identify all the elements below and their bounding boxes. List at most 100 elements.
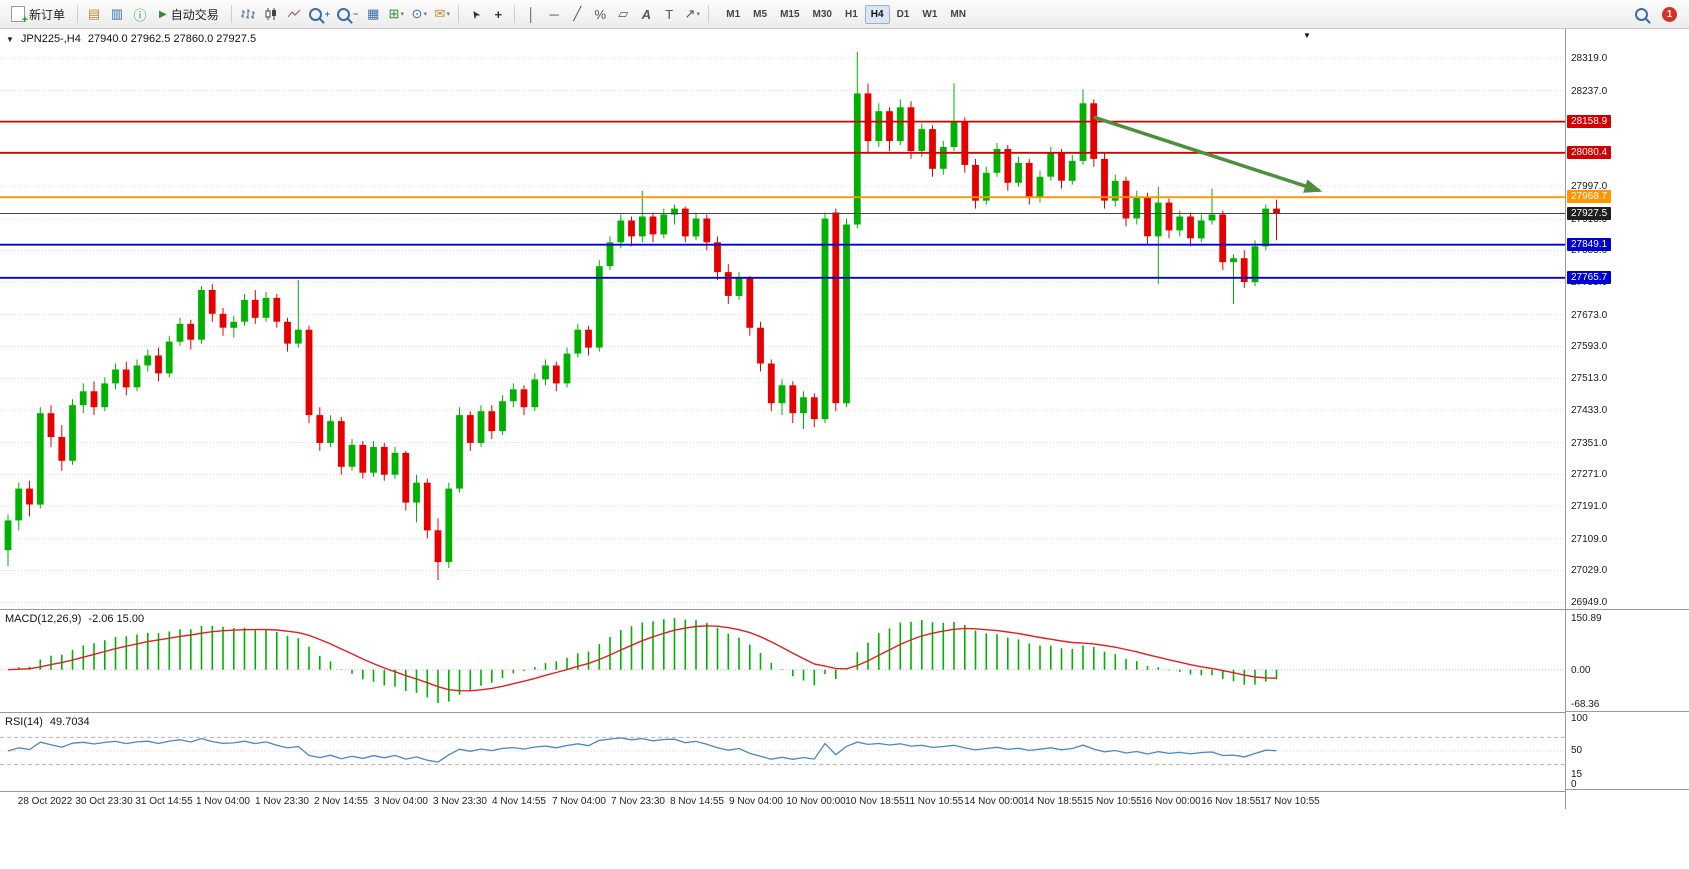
chevron-down-icon: ▾ <box>423 11 427 18</box>
time-axis-label: 28 Oct 2022 <box>17 796 73 807</box>
symbol-timeframe-label: JPN225-,H4 <box>20 33 81 45</box>
algo-trading-button[interactable]: ▶ 自动交易 <box>152 3 226 25</box>
ohlc-values: 27940.0 27962.5 27860.0 27927.5 <box>87 33 257 45</box>
collapse-triangle-icon[interactable]: ▼ <box>6 34 14 44</box>
toolbar-separator <box>514 5 516 23</box>
price-axis-label: 27513.0 <box>1571 373 1608 384</box>
time-axis-label: 4 Nov 14:55 <box>492 796 546 807</box>
plot-area: ▼ JPN225-,H4 27940.0 27962.5 27860.0 279… <box>0 29 1565 809</box>
play-icon: ▶ <box>159 8 167 20</box>
price-level-badge: 27765.7 <box>1567 271 1612 284</box>
community-info-icon[interactable]: ⓘ <box>129 3 151 25</box>
timeframe-d1[interactable]: D1 <box>891 5 916 24</box>
chevron-down-icon: ▾ <box>400 11 404 18</box>
price-level-badge: 27968.7 <box>1567 190 1612 203</box>
time-axis-label: 16 Nov 00:00 <box>1141 796 1201 807</box>
bar-chart-type-icon[interactable] <box>237 3 259 25</box>
chart-title: ▼ JPN225-,H4 27940.0 27962.5 27860.0 279… <box>6 33 256 45</box>
time-axis-label: 10 Nov 00:00 <box>786 796 846 807</box>
chart-shift-marker[interactable]: ▼ <box>1303 31 1311 40</box>
rsi-panel[interactable]: RSI(14) 49.7034 <box>0 712 1565 791</box>
price-axis-label: 27673.0 <box>1571 310 1608 321</box>
price-axis-label: 27351.0 <box>1571 438 1608 449</box>
fibonacci-tool-icon[interactable]: % <box>589 3 611 25</box>
toolbar-separator <box>230 5 232 23</box>
rsi-canvas[interactable] <box>0 713 1565 790</box>
price-axis-label: 27109.0 <box>1571 534 1608 545</box>
crosshair-tool-button[interactable]: + <box>487 3 509 25</box>
rsi-label: RSI(14) 49.7034 <box>5 716 90 728</box>
data-window-icon[interactable]: ▥ <box>106 3 128 25</box>
time-axis-label: 1 Nov 23:30 <box>255 796 309 807</box>
new-chart-button[interactable]: ⊞ ▾ <box>385 3 407 25</box>
time-axis-label: 2 Nov 14:55 <box>314 796 368 807</box>
zoom-out-button[interactable]: − <box>334 3 361 25</box>
chevron-down-icon: ▾ <box>446 11 450 18</box>
chart-window: ▼ JPN225-,H4 27940.0 27962.5 27860.0 279… <box>0 29 1689 809</box>
macd-axis-label: 150.89 <box>1571 613 1602 624</box>
horizontal-line-tool-icon[interactable]: ─ <box>543 3 565 25</box>
macd-label: MACD(12,26,9) -2.06 15.00 <box>5 613 144 625</box>
main-toolbar: + 新订单 ▤ ▥ ⓘ ▶ 自动交易 + − ▦ ⊞ ▾ ⊙ ▾ ✉ ▾ ➤ + │ … <box>0 0 1689 29</box>
candlestick-chart-type-icon[interactable] <box>260 3 282 25</box>
time-axis-label: 3 Nov 23:30 <box>433 796 487 807</box>
cursor-tool-button[interactable]: ➤ <box>464 3 486 25</box>
line-chart-type-icon[interactable] <box>283 3 305 25</box>
new-order-icon: + <box>11 6 28 26</box>
macd-canvas[interactable] <box>0 610 1565 711</box>
market-watch-icon[interactable]: ▤ <box>83 3 105 25</box>
new-order-button[interactable]: + 新订单 <box>4 3 72 26</box>
label-tool-icon[interactable]: T <box>658 3 680 25</box>
price-axis[interactable]: 28319.028237.027997.027913.027835.027755… <box>1566 29 1689 809</box>
time-axis-label: 8 Nov 14:55 <box>670 796 724 807</box>
zoom-in-button[interactable]: + <box>306 3 333 25</box>
search-icon[interactable] <box>1630 3 1652 25</box>
periods-button[interactable]: ⊙ ▾ <box>408 3 430 25</box>
toolbar-separator <box>77 5 79 23</box>
macd-values: -2.06 15.00 <box>88 613 145 625</box>
price-axis-label: 27191.0 <box>1571 501 1608 512</box>
panel-separator <box>1565 609 1689 610</box>
cursor-icon: ➤ <box>468 6 484 21</box>
shapes-tool-icon[interactable]: ▱ <box>612 3 634 25</box>
time-axis-label: 14 Nov 18:55 <box>1023 796 1083 807</box>
time-axis-label: 17 Nov 10:55 <box>1260 796 1320 807</box>
time-axis-label: 31 Oct 14:55 <box>135 796 193 807</box>
text-tool-icon[interactable]: A <box>635 3 657 25</box>
price-level-badge: 27927.5 <box>1567 207 1612 220</box>
panel-separator <box>1565 711 1689 712</box>
price-axis-label: 28319.0 <box>1571 53 1608 64</box>
panel-separator <box>1565 789 1689 790</box>
timeframe-w1[interactable]: W1 <box>916 5 943 24</box>
timeframe-m1[interactable]: M1 <box>720 5 746 24</box>
macd-axis-label: -68.36 <box>1571 699 1600 710</box>
timeframe-h1[interactable]: H1 <box>839 5 864 24</box>
price-axis-label: 28237.0 <box>1571 86 1608 97</box>
tile-windows-icon[interactable]: ▦ <box>362 3 384 25</box>
timeframe-m15[interactable]: M15 <box>774 5 805 24</box>
templates-button[interactable]: ✉ ▾ <box>431 3 453 25</box>
timeframe-h4[interactable]: H4 <box>864 4 890 24</box>
algo-trading-label: 自动交易 <box>170 7 219 22</box>
timeframe-mn[interactable]: MN <box>944 5 972 24</box>
price-level-badge: 28158.9 <box>1567 115 1612 128</box>
timeframe-m30[interactable]: M30 <box>807 5 838 24</box>
time-axis-label: 10 Nov 18:55 <box>845 796 905 807</box>
time-axis-label: 7 Nov 23:30 <box>611 796 665 807</box>
arrows-tool-button[interactable]: ↗ ▾ <box>681 3 703 25</box>
time-axis-label: 14 Nov 00:00 <box>964 796 1024 807</box>
toolbar-right-group: 1 <box>1630 3 1685 25</box>
price-axis-label: 27029.0 <box>1571 565 1608 576</box>
notification-badge[interactable]: 1 <box>1662 6 1677 22</box>
timeframe-m5[interactable]: M5 <box>747 5 773 24</box>
time-axis[interactable]: 28 Oct 2022 30 Oct 23:30 31 Oct 14:55 1 Nov… <box>0 791 1565 811</box>
main-chart-panel[interactable]: ▼ JPN225-,H4 27940.0 27962.5 27860.0 279… <box>0 29 1565 609</box>
price-axis-label: 26949.0 <box>1571 597 1608 608</box>
vertical-line-tool-icon[interactable]: │ <box>520 3 542 25</box>
price-axis-label: 27271.0 <box>1571 469 1608 480</box>
trendline-tool-icon[interactable]: ╱ <box>566 3 588 25</box>
macd-panel[interactable]: MACD(12,26,9) -2.06 15.00 <box>0 609 1565 712</box>
candlestick-chart-canvas[interactable] <box>0 29 1565 609</box>
time-axis-label: 9 Nov 04:00 <box>729 796 783 807</box>
axis-border <box>1565 29 1566 809</box>
